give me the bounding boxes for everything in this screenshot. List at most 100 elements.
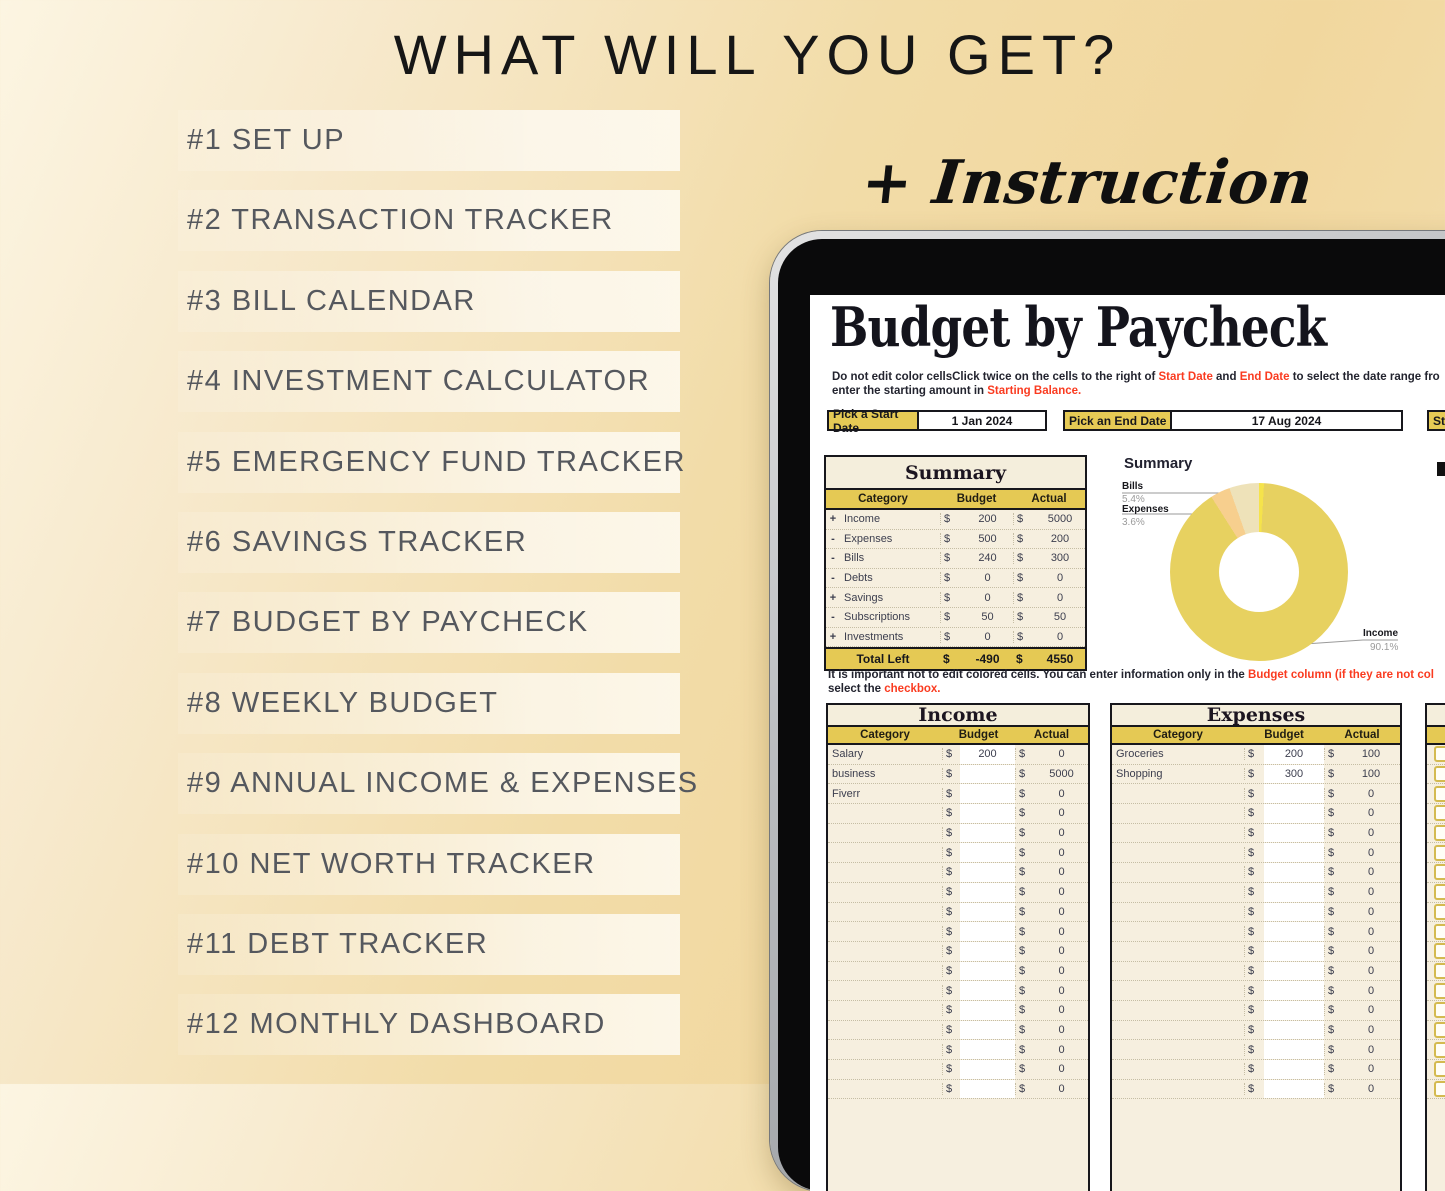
start-date-value[interactable]: 1 Jan 2024 xyxy=(917,410,1047,431)
actual-value: 0 xyxy=(1367,866,1375,879)
bill-checkbox[interactable] xyxy=(1434,1061,1445,1078)
budget-value: 50 xyxy=(981,611,994,624)
bill-checkbox[interactable] xyxy=(1434,903,1445,920)
budget-cell[interactable] xyxy=(960,1060,1015,1079)
budget-cell[interactable] xyxy=(960,823,1015,843)
budget-cell[interactable] xyxy=(960,961,1015,981)
budget-cell[interactable] xyxy=(960,863,1015,882)
bill-checkbox[interactable] xyxy=(1434,1081,1445,1098)
actual-value: 0 xyxy=(1058,1004,1065,1017)
table-row: business $ $5000 xyxy=(828,764,1088,785)
actual-value: 0 xyxy=(1367,807,1375,820)
budget-cell[interactable] xyxy=(960,1020,1015,1040)
budget-cell[interactable] xyxy=(960,922,1015,941)
table-row: $ $0 xyxy=(828,1000,1088,1021)
currency-sign: $ xyxy=(1244,1004,1264,1017)
currency-sign: $ xyxy=(1244,846,1264,859)
bill-checkbox[interactable] xyxy=(1434,982,1445,999)
currency-sign: $ xyxy=(1015,827,1035,840)
budget-cell[interactable] xyxy=(1264,902,1324,922)
bill-checkbox[interactable] xyxy=(1434,785,1445,802)
currency-sign: $ xyxy=(942,925,960,938)
bill-checkbox[interactable] xyxy=(1434,884,1445,901)
expenses-table-body: Groceries $200 $100 Shopping $300 $100 $ $0 $ $0 $… xyxy=(1112,745,1400,1100)
budget-cell[interactable] xyxy=(960,843,1015,863)
summary-row: + Savings $0 $0 xyxy=(826,588,1085,608)
budget-cell[interactable] xyxy=(960,1040,1015,1059)
actual-value: 0 xyxy=(1058,886,1065,899)
budget-cell[interactable] xyxy=(1264,863,1324,882)
bill-checkbox[interactable] xyxy=(1434,962,1445,979)
feature-item-label: #6 SAVINGS TRACKER xyxy=(187,525,528,558)
budget-cell[interactable] xyxy=(1264,922,1324,941)
bill-checkbox[interactable] xyxy=(1434,1002,1445,1019)
budget-cell[interactable] xyxy=(960,784,1015,804)
currency-sign: $ xyxy=(1013,591,1035,604)
note-segment: to select the date range fro xyxy=(1289,371,1440,383)
budget-cell[interactable] xyxy=(960,941,1015,961)
bill-checkbox[interactable] xyxy=(1434,864,1445,881)
currency-sign: $ xyxy=(1015,984,1035,997)
currency-sign: $ xyxy=(942,748,960,761)
bill-checkbox[interactable] xyxy=(1434,923,1445,940)
currency-sign: $ xyxy=(1244,905,1264,918)
actual-value: 0 xyxy=(1058,787,1065,800)
bill-checkbox[interactable] xyxy=(1434,844,1445,861)
donut-pct-expenses: 3.6% xyxy=(1122,517,1145,528)
bill-checkbox[interactable] xyxy=(1434,943,1445,960)
budget-cell[interactable]: 200 xyxy=(1264,745,1324,764)
budget-cell[interactable] xyxy=(960,882,1015,902)
bills-row xyxy=(1427,922,1445,942)
feature-item-label: #11 DEBT TRACKER xyxy=(187,927,489,960)
budget-cell[interactable]: 300 xyxy=(1264,764,1324,784)
budget-cell[interactable] xyxy=(1264,843,1324,863)
starting-balance-label-partial: St xyxy=(1427,410,1445,431)
actual-value: 0 xyxy=(1367,1004,1375,1017)
budget-cell[interactable] xyxy=(960,1079,1015,1099)
budget-cell[interactable] xyxy=(960,804,1015,823)
table-row: $ $0 xyxy=(1112,1000,1400,1021)
budget-cell[interactable] xyxy=(1264,1060,1324,1079)
currency-sign: $ xyxy=(942,984,960,997)
feature-list-item: #10 NET WORTH TRACKER xyxy=(178,833,680,895)
note-segment: Budget column xyxy=(1248,669,1335,681)
feature-list-item: #11 DEBT TRACKER xyxy=(178,913,680,975)
currency-sign: $ xyxy=(942,1004,960,1017)
budget-cell[interactable] xyxy=(1264,1000,1324,1020)
actual-value: 100 xyxy=(1361,768,1381,781)
bill-checkbox[interactable] xyxy=(1434,1021,1445,1038)
budget-cell[interactable] xyxy=(1264,1040,1324,1059)
bill-checkbox[interactable] xyxy=(1434,1041,1445,1058)
budget-cell[interactable] xyxy=(1264,961,1324,981)
budget-cell[interactable] xyxy=(1264,804,1324,823)
donut-pct-income: 90.1% xyxy=(1370,642,1399,653)
row-sign: + xyxy=(829,591,837,604)
end-date-value[interactable]: 17 Aug 2024 xyxy=(1170,410,1403,431)
budget-cell[interactable] xyxy=(1264,941,1324,961)
bill-checkbox[interactable] xyxy=(1434,825,1445,842)
bill-checkbox[interactable] xyxy=(1434,746,1445,763)
budget-cell[interactable] xyxy=(1264,784,1324,804)
budget-cell[interactable] xyxy=(960,764,1015,784)
donut-pct-bills: 5.4% xyxy=(1122,494,1145,505)
budget-cell[interactable] xyxy=(1264,823,1324,843)
budget-cell[interactable] xyxy=(1264,1079,1324,1099)
budget-cell[interactable] xyxy=(1264,882,1324,902)
budget-cell[interactable]: 200 xyxy=(960,745,1015,764)
budget-cell[interactable] xyxy=(1264,1020,1324,1040)
budget-cell[interactable] xyxy=(960,902,1015,922)
bill-checkbox[interactable] xyxy=(1434,766,1445,783)
currency-sign: $ xyxy=(1013,572,1035,585)
currency-sign: $ xyxy=(1244,886,1264,899)
budget-cell[interactable] xyxy=(1264,981,1324,1000)
table-row: $ $0 xyxy=(828,1040,1088,1060)
actual-value: 0 xyxy=(1058,925,1065,938)
bill-checkbox[interactable] xyxy=(1434,805,1445,822)
feature-list-item: #9 ANNUAL INCOME & EXPENSES xyxy=(178,753,697,815)
currency-sign: $ xyxy=(1324,1004,1342,1017)
feature-list-item: #2 TRANSACTION TRACKER xyxy=(178,190,680,252)
budget-cell[interactable] xyxy=(960,1000,1015,1020)
budget-value: 240 xyxy=(978,552,997,565)
currency-sign: $ xyxy=(1015,1043,1035,1056)
budget-cell[interactable] xyxy=(960,981,1015,1000)
